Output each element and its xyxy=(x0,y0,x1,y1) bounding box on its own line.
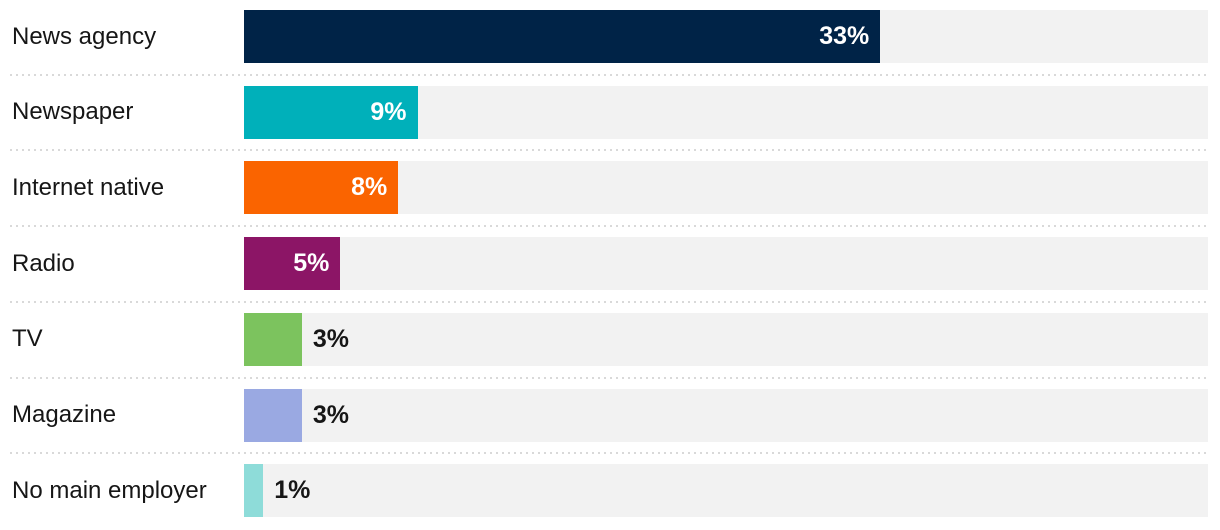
chart-row: Newspaper 9% xyxy=(0,76,1220,152)
bar-track: 5% xyxy=(244,237,1208,291)
chart-row: Magazine 3% xyxy=(0,379,1220,455)
bar xyxy=(244,388,302,442)
chart-row: TV 3% xyxy=(0,303,1220,379)
bar-track: 3% xyxy=(244,312,1208,366)
bar xyxy=(244,312,302,366)
category-label: Magazine xyxy=(12,401,117,429)
category-label: No main employer xyxy=(12,476,207,504)
row-separator xyxy=(10,452,1208,455)
bar-track: 33% xyxy=(244,10,1208,63)
chart-row: Internet native 8% xyxy=(0,151,1220,228)
value-label: 1% xyxy=(274,476,311,505)
bar-track: 8% xyxy=(244,161,1208,215)
value-label: 3% xyxy=(312,400,349,429)
bar: 8% xyxy=(244,161,399,215)
row-separator xyxy=(10,300,1208,303)
bar-track: 9% xyxy=(244,85,1208,139)
bar: 33% xyxy=(244,10,881,63)
row-separator xyxy=(10,376,1208,379)
chart-row: No main employer 1% xyxy=(0,454,1220,530)
value-label: 33% xyxy=(819,22,870,50)
value-label: 3% xyxy=(312,324,349,353)
category-label: Newspaper xyxy=(12,98,134,126)
chart-row: Radio 5% xyxy=(0,227,1220,303)
bar: 5% xyxy=(244,237,341,291)
value-label: 8% xyxy=(351,173,388,202)
row-separator xyxy=(10,149,1208,152)
chart-row: News agency 33% xyxy=(0,0,1220,76)
bar xyxy=(244,464,264,518)
row-separator xyxy=(10,73,1208,76)
category-label: Radio xyxy=(12,249,75,277)
bar-track: 1% xyxy=(244,464,1208,518)
bar: 9% xyxy=(244,85,418,139)
value-label: 9% xyxy=(370,97,407,126)
row-separator xyxy=(10,225,1208,228)
category-label: News agency xyxy=(12,22,157,50)
category-label: TV xyxy=(12,325,43,353)
value-label: 5% xyxy=(293,249,330,278)
bar-track: 3% xyxy=(244,388,1208,442)
category-label: Internet native xyxy=(12,173,165,201)
